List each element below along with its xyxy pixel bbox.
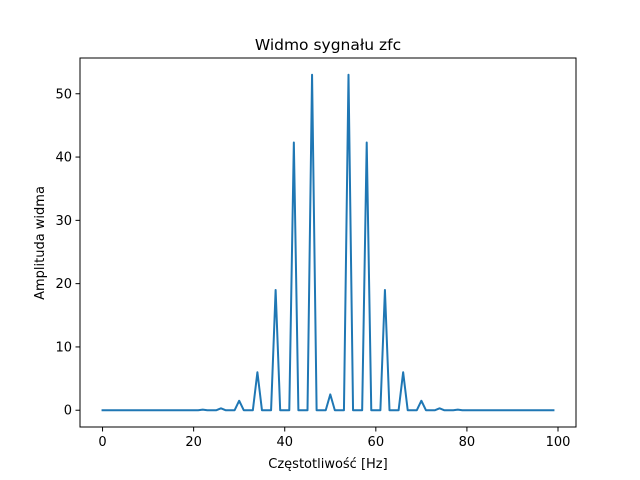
x-tick-label-2: 40 [276,435,293,450]
x-tick-label-4: 80 [459,435,476,450]
y-tick-label-2: 20 [55,277,72,292]
x-tick-label-1: 20 [185,435,202,450]
x-axis-label: Częstotliwość [Hz] [268,457,387,472]
series-line-0 [101,73,555,412]
y-axis-label: Amplituda widma [33,186,48,300]
chart-title: Widmo sygnału zfc [255,36,401,54]
y-tick-label-4: 40 [55,151,72,166]
y-tick-label-3: 30 [55,214,72,229]
y-tick-label-0: 0 [64,404,72,419]
y-tick-label-1: 10 [55,340,72,355]
x-tick-label-3: 60 [368,435,385,450]
x-tick-label-5: 100 [546,435,571,450]
axes-frame [79,57,577,428]
y-tick-label-5: 50 [55,87,72,102]
plot-area: 0 20 40 60 80 100 0 10 20 30 40 50 [55,57,577,450]
x-tick-label-0: 0 [98,435,106,450]
